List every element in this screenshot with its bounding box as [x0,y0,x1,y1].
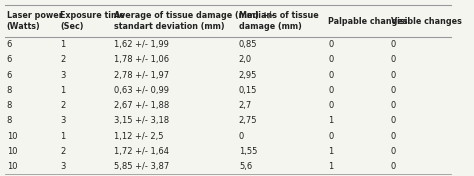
Text: 0: 0 [328,132,333,141]
Text: Average of tissue damage (mm) +/-
standart deviation (mm): Average of tissue damage (mm) +/- standa… [114,11,274,31]
Text: 1: 1 [328,116,333,125]
Text: 8: 8 [7,101,12,110]
Text: 3: 3 [60,116,66,125]
Text: 0: 0 [391,86,396,95]
Text: 0: 0 [391,40,396,49]
Text: 0,85: 0,85 [239,40,257,49]
Text: Laser power
(Watts): Laser power (Watts) [7,11,63,31]
Text: 8: 8 [7,116,12,125]
Text: 6: 6 [7,55,12,64]
Text: 10: 10 [7,132,18,141]
Text: 1: 1 [328,147,333,156]
Text: 2: 2 [60,101,65,110]
Text: 1: 1 [60,86,65,95]
Text: Palpable changes: Palpable changes [328,17,408,26]
Text: 0: 0 [391,71,396,80]
Text: 1: 1 [328,162,333,171]
Text: 2,95: 2,95 [239,71,257,80]
Text: 5,6: 5,6 [239,162,252,171]
Text: 0,63 +/- 0,99: 0,63 +/- 0,99 [114,86,169,95]
Text: 8: 8 [7,86,12,95]
Text: 6: 6 [7,40,12,49]
Text: 3,15 +/- 3,18: 3,15 +/- 3,18 [114,116,169,125]
Text: 0: 0 [391,162,396,171]
Text: 10: 10 [7,147,18,156]
Text: 0: 0 [391,55,396,64]
Text: 1: 1 [60,40,65,49]
Text: 0: 0 [391,101,396,110]
Text: 0: 0 [328,55,333,64]
Text: Exposure time
(Sec): Exposure time (Sec) [60,11,125,31]
Text: 2: 2 [60,147,65,156]
Text: 2,75: 2,75 [239,116,257,125]
Text: 1,12 +/- 2,5: 1,12 +/- 2,5 [114,132,164,141]
Text: 2,67 +/- 1,88: 2,67 +/- 1,88 [114,101,169,110]
Text: 0: 0 [328,40,333,49]
Text: 1,78 +/- 1,06: 1,78 +/- 1,06 [114,55,169,64]
Text: Medians of tissue
damage (mm): Medians of tissue damage (mm) [239,11,319,31]
Text: 0,15: 0,15 [239,86,257,95]
Text: 0: 0 [391,116,396,125]
Text: 0: 0 [328,86,333,95]
Text: 2,78 +/- 1,97: 2,78 +/- 1,97 [114,71,169,80]
Text: 3: 3 [60,162,66,171]
Text: 10: 10 [7,162,18,171]
Text: 0: 0 [391,132,396,141]
Text: 2,7: 2,7 [239,101,252,110]
Text: 6: 6 [7,71,12,80]
Text: 1,72 +/- 1,64: 1,72 +/- 1,64 [114,147,169,156]
Text: 2,0: 2,0 [239,55,252,64]
Text: 0: 0 [328,71,333,80]
Text: 2: 2 [60,55,65,64]
Text: 5,85 +/- 3,87: 5,85 +/- 3,87 [114,162,169,171]
Text: 0: 0 [239,132,244,141]
Text: 3: 3 [60,71,66,80]
Text: 0: 0 [391,147,396,156]
Text: 1: 1 [60,132,65,141]
Text: Visible changes: Visible changes [391,17,462,26]
Text: 1,62 +/- 1,99: 1,62 +/- 1,99 [114,40,169,49]
Text: 1,55: 1,55 [239,147,257,156]
Text: 0: 0 [328,101,333,110]
